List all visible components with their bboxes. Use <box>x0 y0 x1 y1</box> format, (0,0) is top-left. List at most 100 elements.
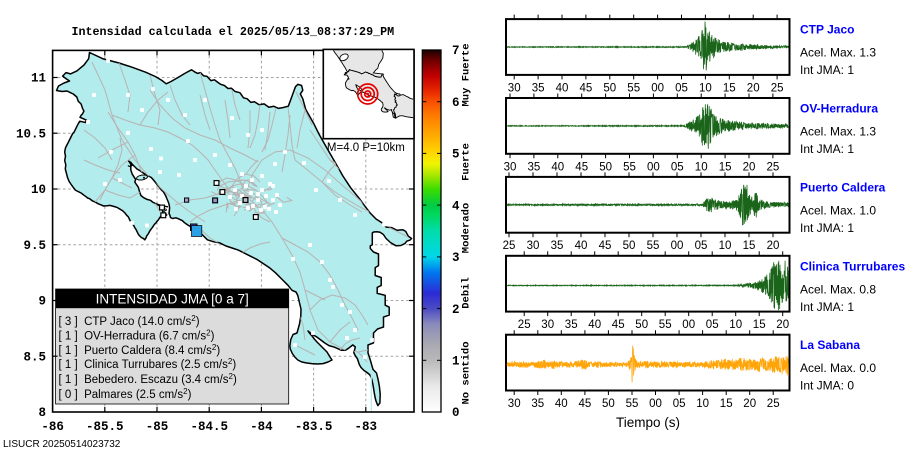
svg-text:30: 30 <box>504 161 517 173</box>
svg-text:Int JMA: 1: Int JMA: 1 <box>800 63 854 77</box>
svg-text:35: 35 <box>551 240 564 252</box>
svg-text:-83: -83 <box>355 420 378 434</box>
svg-text:20: 20 <box>767 240 780 252</box>
svg-text:10: 10 <box>696 398 709 410</box>
svg-text:10: 10 <box>31 183 46 197</box>
svg-text:15: 15 <box>753 319 766 331</box>
svg-text:-85: -85 <box>146 420 169 434</box>
svg-text:30: 30 <box>541 319 554 331</box>
svg-text:[ 1 ] Clinica Turrubares (2.5: [ 1 ] Clinica Turrubares (2.5 cm/s2) <box>59 357 237 371</box>
svg-text:Acel. Max. 1.3: Acel. Max. 1.3 <box>800 46 876 60</box>
svg-text:35: 35 <box>531 398 544 410</box>
svg-text:0: 0 <box>452 406 460 420</box>
svg-text:[ 3 ] CTP Jaco (14.0 cm/s2): [ 3 ] CTP Jaco (14.0 cm/s2) <box>59 314 200 328</box>
svg-text:25: 25 <box>771 82 784 94</box>
svg-text:55: 55 <box>627 82 640 94</box>
svg-text:10: 10 <box>729 319 742 331</box>
svg-text:5: 5 <box>452 148 460 162</box>
svg-text:8: 8 <box>38 406 46 420</box>
svg-text:55: 55 <box>647 240 660 252</box>
svg-text:45: 45 <box>575 161 588 173</box>
svg-text:00: 00 <box>671 240 684 252</box>
svg-text:Acel. Max. 0.8: Acel. Max. 0.8 <box>800 282 876 296</box>
svg-text:No sentido: No sentido <box>461 341 473 404</box>
svg-text:Puerto Caldera: Puerto Caldera <box>800 180 886 194</box>
svg-text:50: 50 <box>599 161 612 173</box>
svg-text:35: 35 <box>528 161 541 173</box>
svg-text:Int JMA: 1: Int JMA: 1 <box>800 300 854 314</box>
svg-text:Moderado: Moderado <box>461 203 473 253</box>
svg-text:8.5: 8.5 <box>23 350 46 364</box>
svg-text:20: 20 <box>743 398 756 410</box>
svg-text:20: 20 <box>743 161 756 173</box>
svg-text:9.5: 9.5 <box>23 239 46 253</box>
svg-text:Clinica Turrubares: Clinica Turrubares <box>800 259 905 273</box>
svg-text:15: 15 <box>723 82 736 94</box>
svg-text:40: 40 <box>555 398 568 410</box>
svg-text:30: 30 <box>508 398 521 410</box>
svg-text:00: 00 <box>682 319 695 331</box>
svg-text:15: 15 <box>743 240 756 252</box>
svg-text:[ 1 ] OV-Herradura (6.7 cm/s2: [ 1 ] OV-Herradura (6.7 cm/s2) <box>59 329 215 343</box>
svg-text:6: 6 <box>452 96 460 110</box>
svg-text:40: 40 <box>575 240 588 252</box>
svg-text:-83.5: -83.5 <box>295 420 333 434</box>
svg-text:05: 05 <box>673 398 686 410</box>
svg-text:-84.5: -84.5 <box>190 420 228 434</box>
svg-text:[ 0 ] Palmares (2.5 cm/s2): [ 0 ] Palmares (2.5 cm/s2) <box>59 387 192 401</box>
svg-text:Int JMA: 1: Int JMA: 1 <box>800 142 854 156</box>
svg-text:Acel. Max. 1.0: Acel. Max. 1.0 <box>800 203 876 217</box>
svg-text:25: 25 <box>518 319 531 331</box>
svg-text:50: 50 <box>603 82 616 94</box>
svg-text:15: 15 <box>720 398 733 410</box>
svg-text:00: 00 <box>651 82 664 94</box>
svg-text:50: 50 <box>623 240 636 252</box>
svg-text:Acel. Max. 1.3: Acel. Max. 1.3 <box>800 125 876 139</box>
svg-text:45: 45 <box>599 240 612 252</box>
svg-text:40: 40 <box>588 319 601 331</box>
svg-text:Tiempo (s): Tiempo (s) <box>616 415 680 430</box>
svg-text:50: 50 <box>635 319 648 331</box>
svg-text:05: 05 <box>695 240 708 252</box>
svg-text:Fuerte: Fuerte <box>461 143 473 181</box>
svg-text:20: 20 <box>747 82 760 94</box>
svg-text:9: 9 <box>38 295 46 309</box>
svg-text:35: 35 <box>565 319 578 331</box>
svg-text:25: 25 <box>767 161 780 173</box>
svg-text:Debil: Debil <box>461 277 473 309</box>
svg-text:Intensidad calculada el 2025/0: Intensidad calculada el 2025/05/13_08:37… <box>72 25 395 39</box>
svg-text:15: 15 <box>719 161 732 173</box>
svg-text:Int JMA: 0: Int JMA: 0 <box>800 379 854 393</box>
svg-text:45: 45 <box>612 319 625 331</box>
svg-text:LISUCR 20250514023732: LISUCR 20250514023732 <box>3 439 121 450</box>
svg-text:Acel. Max. 0.0: Acel. Max. 0.0 <box>800 361 876 375</box>
svg-text:10.5: 10.5 <box>16 127 46 141</box>
svg-text:55: 55 <box>626 398 639 410</box>
svg-text:55: 55 <box>623 161 636 173</box>
svg-text:05: 05 <box>706 319 719 331</box>
svg-text:25: 25 <box>767 398 780 410</box>
svg-text:[ 1 ] Bebedero. Escazu (3.4 c: [ 1 ] Bebedero. Escazu (3.4 cm/s2) <box>59 372 237 386</box>
svg-text:05: 05 <box>671 161 684 173</box>
svg-text:Int JMA: 1: Int JMA: 1 <box>800 221 854 235</box>
svg-text:10: 10 <box>695 161 708 173</box>
svg-text:2: 2 <box>452 303 460 317</box>
svg-text:-86: -86 <box>41 420 64 434</box>
svg-text:00: 00 <box>649 398 662 410</box>
svg-text:30: 30 <box>527 240 540 252</box>
svg-text:10: 10 <box>719 240 732 252</box>
svg-text:M=4.0 P=10km: M=4.0 P=10km <box>327 142 405 154</box>
svg-text:25: 25 <box>503 240 516 252</box>
svg-text:40: 40 <box>551 161 564 173</box>
svg-text:4: 4 <box>452 199 460 213</box>
svg-text:[ 1 ] Puerto Caldera (8.4 cm/: [ 1 ] Puerto Caldera (8.4 cm/s2) <box>59 343 221 357</box>
svg-text:3: 3 <box>452 251 460 265</box>
svg-text:45: 45 <box>579 398 592 410</box>
svg-text:00: 00 <box>647 161 660 173</box>
svg-text:1: 1 <box>452 355 460 369</box>
svg-text:INTENSIDAD JMA [0 a 7]: INTENSIDAD JMA [0 a 7] <box>96 292 249 307</box>
svg-text:CTP Jaco: CTP Jaco <box>800 23 854 37</box>
svg-text:La Sabana: La Sabana <box>800 338 860 352</box>
svg-text:50: 50 <box>602 398 615 410</box>
svg-text:Muy Fuerte: Muy Fuerte <box>461 43 473 106</box>
